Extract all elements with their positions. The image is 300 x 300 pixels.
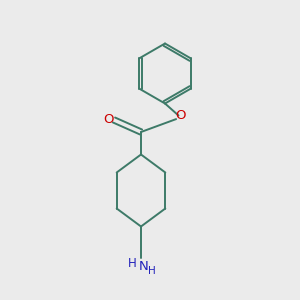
Text: O: O [103,113,114,126]
Text: H: H [148,266,156,276]
Text: N: N [139,260,148,273]
Text: O: O [176,109,186,122]
Text: H: H [128,257,137,270]
